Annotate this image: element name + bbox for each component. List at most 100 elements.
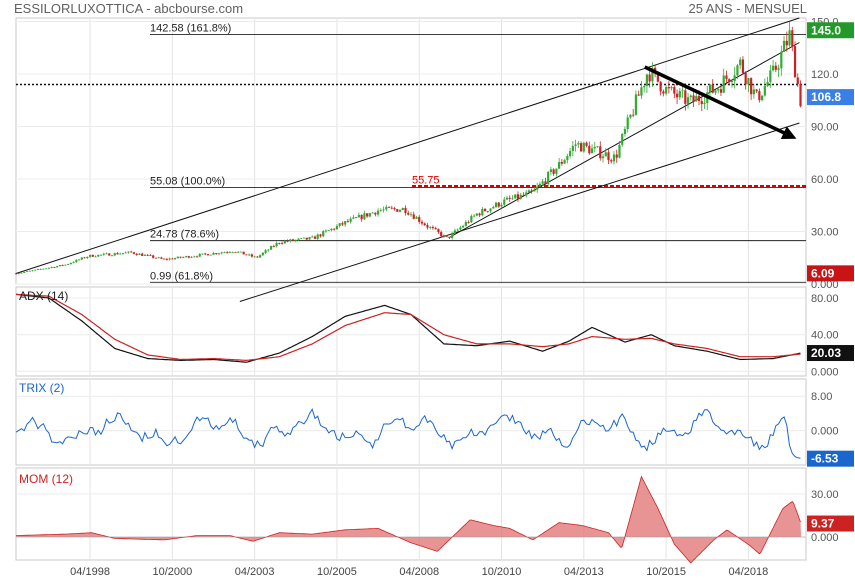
candle-body (280, 243, 284, 244)
candle-body (316, 234, 319, 239)
candle-body (56, 266, 59, 268)
candle-body (17, 273, 20, 275)
candle-body (368, 213, 371, 217)
candle-body (741, 59, 745, 74)
candle-body (294, 239, 297, 241)
candle-body (23, 271, 26, 273)
candle-body (108, 253, 111, 256)
candle-body (555, 168, 558, 174)
candle-body (492, 207, 495, 209)
candle-body (39, 269, 42, 270)
price-y-tick: 60.00 (811, 174, 839, 186)
candle-body (333, 228, 336, 230)
candle-body (571, 145, 574, 151)
candle-body (335, 226, 339, 230)
candle-body (497, 202, 500, 207)
x-axis-label: 04/1998 (70, 566, 110, 578)
x-axis-label: 10/2010 (482, 566, 522, 578)
mom-y-tick: 30.00 (811, 489, 839, 501)
candle-body (143, 254, 147, 256)
candle-body (511, 198, 514, 200)
candle-body (138, 253, 141, 255)
candle-body (270, 246, 273, 250)
candle-body (83, 257, 86, 259)
candle-body (171, 258, 174, 260)
candle-body (341, 223, 344, 225)
candle-body (629, 114, 632, 118)
candle-body (61, 265, 64, 266)
candle-body (231, 251, 234, 253)
candle-body (165, 259, 168, 260)
candle-body (234, 251, 237, 253)
candle-body (193, 256, 196, 258)
candle-body (549, 169, 552, 173)
price-y-tick: 0.000 (811, 279, 839, 291)
candle-body (305, 237, 308, 240)
candle-body (467, 221, 470, 223)
candle-body (752, 89, 755, 95)
candle-body (618, 144, 621, 158)
candle-body (415, 217, 418, 219)
candle-body (437, 229, 440, 233)
candle-body (739, 59, 742, 66)
trend-arrow-line (643, 65, 794, 139)
candle-body (319, 234, 322, 237)
candle-body (239, 251, 243, 253)
candle-body (420, 221, 424, 224)
candle-body (99, 254, 103, 256)
candle-body (245, 254, 248, 256)
candle-body (670, 87, 673, 89)
candle-body (585, 142, 588, 146)
candle-body (86, 256, 89, 259)
candle-body (791, 30, 794, 47)
candle-body (387, 206, 391, 208)
candle-body (248, 254, 251, 256)
candle-body (744, 73, 747, 85)
candle-body (462, 225, 465, 228)
candle-body (612, 154, 616, 162)
candle-body (220, 252, 223, 254)
candle-body (459, 227, 462, 230)
candle-body (750, 78, 753, 95)
candle-body (253, 256, 256, 258)
candle-body (483, 209, 487, 212)
candle-body (102, 253, 105, 255)
candle-body (42, 268, 45, 270)
candle-body (228, 252, 232, 254)
candle-body (505, 197, 509, 200)
candle-body (758, 91, 761, 101)
mom-title: MOM (12) (19, 472, 73, 486)
candle-body (36, 269, 40, 270)
candle-body (130, 251, 133, 253)
candle-body (398, 210, 402, 212)
candle-body (226, 252, 229, 254)
candle-body (110, 255, 114, 257)
candle-body (250, 254, 254, 257)
candle-body (662, 91, 665, 94)
candle-body (799, 83, 802, 107)
adx-y-tick: 40.00 (811, 330, 839, 342)
candle-body (371, 212, 374, 214)
fib-level-label: 55.08 (100.0%) (150, 176, 225, 188)
candle-body (451, 233, 454, 238)
candle-body (256, 256, 259, 258)
candle-body (105, 253, 108, 255)
candle-body (91, 254, 94, 257)
candle-body (154, 257, 157, 259)
candle-body (146, 254, 149, 256)
candle-body (607, 152, 610, 161)
fib-level-label: 24.78 (78.6%) (150, 229, 219, 241)
candle-body (761, 95, 764, 101)
candle-body (527, 190, 531, 193)
adx-badge: 20.03 (811, 346, 841, 360)
candle-body (654, 67, 657, 72)
candle-body (176, 256, 179, 259)
candle-body (530, 190, 533, 192)
candle-body (163, 258, 166, 260)
candle-body (357, 214, 360, 218)
candle-body (311, 236, 314, 238)
candle-body (777, 68, 780, 70)
candle-body (475, 213, 478, 216)
candle-body (588, 145, 591, 154)
candle-body (379, 210, 382, 212)
